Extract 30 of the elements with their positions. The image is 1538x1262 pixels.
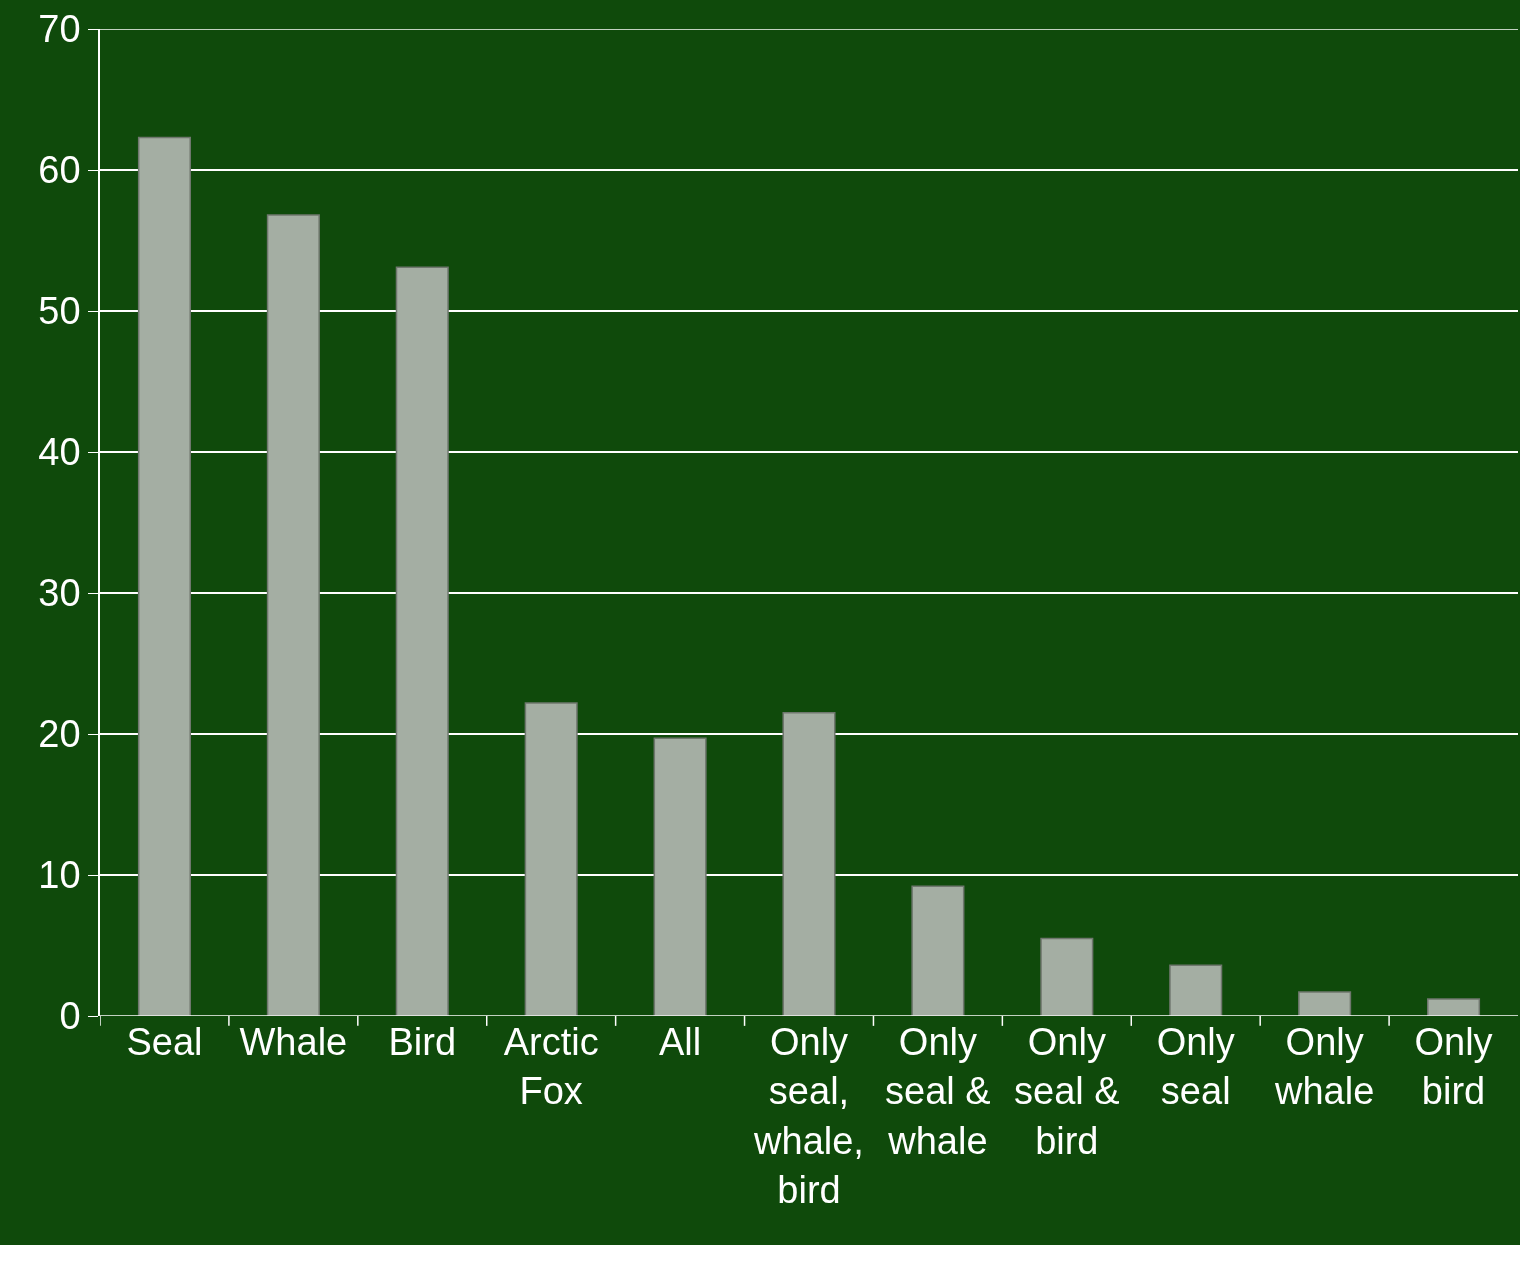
bar: [1298, 991, 1352, 1016]
x-tick-label: Only whale: [1273, 1021, 1375, 1113]
bar: [395, 266, 449, 1016]
x-tick-label: Only seal: [1156, 1021, 1235, 1113]
bar: [782, 712, 836, 1016]
y-tick-label: 40: [38, 431, 81, 474]
bar: [653, 737, 707, 1016]
x-tick-label: Seal: [126, 1021, 203, 1063]
y-tick-label: 20: [38, 713, 81, 756]
bar: [1040, 937, 1094, 1016]
x-tick-label: Only seal, whale, bird: [753, 1021, 864, 1212]
bar: [1427, 998, 1481, 1016]
x-tick-label: Bird: [388, 1021, 457, 1063]
bar: [524, 702, 578, 1016]
bar: [1169, 964, 1223, 1016]
bar: [911, 885, 965, 1016]
x-tick-label: All: [658, 1021, 702, 1063]
y-tick-label: 70: [38, 8, 81, 51]
x-tick-label: Arctic Fox: [503, 1021, 599, 1113]
bar: [137, 136, 191, 1016]
y-tick-label: 10: [38, 854, 81, 897]
y-tick-label: 30: [38, 572, 81, 615]
x-tick-label: Whale: [239, 1021, 348, 1063]
y-tick-label: 50: [38, 290, 81, 333]
x-tick-label: Only seal & whale: [885, 1021, 991, 1162]
x-tick-label: Only bird: [1414, 1021, 1493, 1113]
x-tick-label: Only seal & bird: [1014, 1021, 1120, 1162]
bar: [266, 214, 320, 1016]
y-tick-label: 0: [59, 995, 81, 1038]
y-tick-label: 60: [38, 149, 81, 192]
